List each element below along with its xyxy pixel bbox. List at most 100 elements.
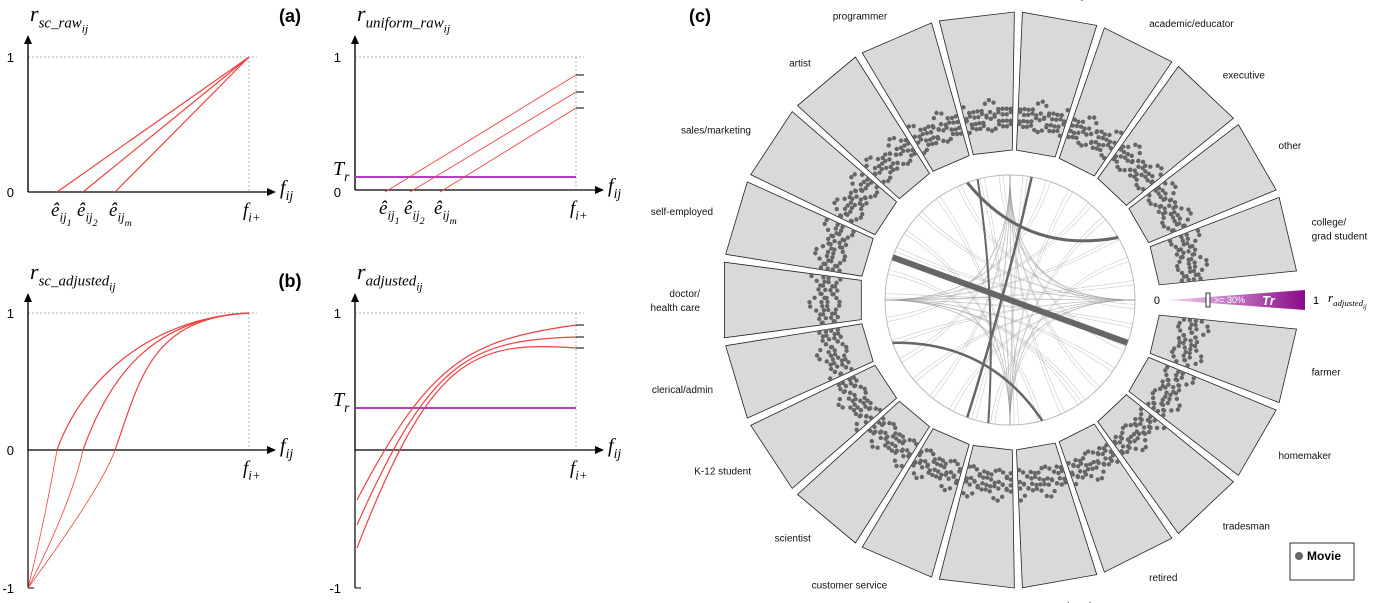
dot	[898, 138, 904, 143]
dot	[1177, 339, 1182, 345]
dot	[826, 279, 831, 285]
dot	[1077, 458, 1083, 464]
sector	[1016, 442, 1098, 589]
dot	[1136, 158, 1141, 164]
dot	[961, 491, 966, 496]
dot	[892, 458, 898, 463]
dot	[1136, 164, 1141, 169]
dot	[949, 115, 955, 121]
line	[439, 107, 577, 193]
dot	[858, 187, 864, 193]
dot	[1163, 368, 1168, 373]
x-tick-label-part: ij	[85, 210, 93, 225]
dot	[961, 105, 966, 110]
y-axis-label-part: ij	[109, 281, 115, 293]
dot	[1114, 159, 1120, 164]
y-axis-label-part: uniform_raw	[366, 16, 444, 32]
dot	[1059, 112, 1064, 118]
dot	[1136, 185, 1141, 191]
dot	[997, 467, 1002, 473]
dot	[852, 402, 857, 407]
dot	[1057, 476, 1063, 481]
dot	[953, 127, 958, 132]
dot	[1198, 254, 1203, 260]
dot	[1093, 140, 1099, 145]
dot	[1174, 359, 1179, 364]
dot	[868, 194, 873, 200]
dot	[1051, 469, 1057, 474]
dot	[891, 422, 896, 427]
dot	[907, 451, 912, 457]
dot	[953, 480, 959, 486]
y-axis-label-part: r	[357, 259, 366, 284]
x-tick-label: fi+	[243, 200, 261, 225]
dot	[888, 164, 893, 170]
dot	[969, 491, 975, 496]
dot	[1172, 200, 1178, 205]
dot	[946, 120, 952, 125]
dot	[838, 334, 844, 339]
dot	[818, 347, 823, 353]
dot	[1018, 107, 1023, 112]
dot	[928, 130, 934, 135]
sector	[1149, 196, 1298, 286]
dot	[1183, 337, 1188, 342]
dot	[901, 161, 906, 167]
x-tick-label-part: 2	[420, 216, 425, 227]
dot	[832, 352, 838, 357]
dot	[1146, 429, 1152, 435]
dot	[1008, 483, 1013, 488]
dot	[918, 137, 924, 142]
dot	[812, 295, 817, 301]
dot	[832, 311, 838, 316]
dot	[853, 396, 858, 402]
dot	[824, 253, 830, 259]
arrow	[595, 446, 604, 454]
dot	[1193, 272, 1199, 278]
dot	[1132, 168, 1137, 173]
dot	[1097, 446, 1102, 451]
dot	[1055, 112, 1060, 118]
dot	[1181, 242, 1187, 247]
dot	[1029, 119, 1034, 124]
dot	[916, 140, 921, 145]
dot	[854, 421, 860, 427]
x-axis-label-part: f	[280, 435, 288, 457]
dot	[1004, 112, 1009, 117]
dot	[1125, 158, 1130, 163]
x-axis-label: fij	[280, 435, 293, 461]
dot	[1020, 124, 1026, 130]
dot	[1079, 143, 1084, 148]
dot	[836, 382, 842, 388]
y-tick-label: -1	[2, 581, 14, 596]
dot	[1141, 425, 1147, 430]
dot	[867, 428, 873, 434]
dot	[948, 136, 953, 142]
dot	[837, 260, 843, 266]
colorbar	[1168, 290, 1305, 310]
dot	[975, 485, 980, 490]
dot	[1146, 424, 1152, 429]
dot	[1194, 348, 1199, 353]
dot	[832, 200, 837, 206]
dot	[1165, 400, 1171, 406]
dot	[1173, 184, 1178, 189]
dot	[861, 400, 867, 406]
x-tick-label-part: i+	[248, 468, 260, 483]
dot	[1076, 130, 1081, 136]
dot	[926, 124, 931, 129]
dot	[824, 217, 829, 223]
dot	[882, 152, 888, 157]
dot	[1160, 383, 1166, 389]
sector	[1058, 27, 1173, 177]
dot	[1036, 470, 1041, 475]
dot	[825, 236, 831, 242]
dot	[1025, 119, 1030, 124]
dot	[1088, 131, 1094, 137]
category-line: college/	[1312, 218, 1347, 229]
threshold-label-part: r	[344, 400, 350, 415]
category-line: customer service	[812, 581, 888, 592]
x-tick-label-part: m	[125, 218, 132, 229]
dot	[1118, 147, 1124, 152]
